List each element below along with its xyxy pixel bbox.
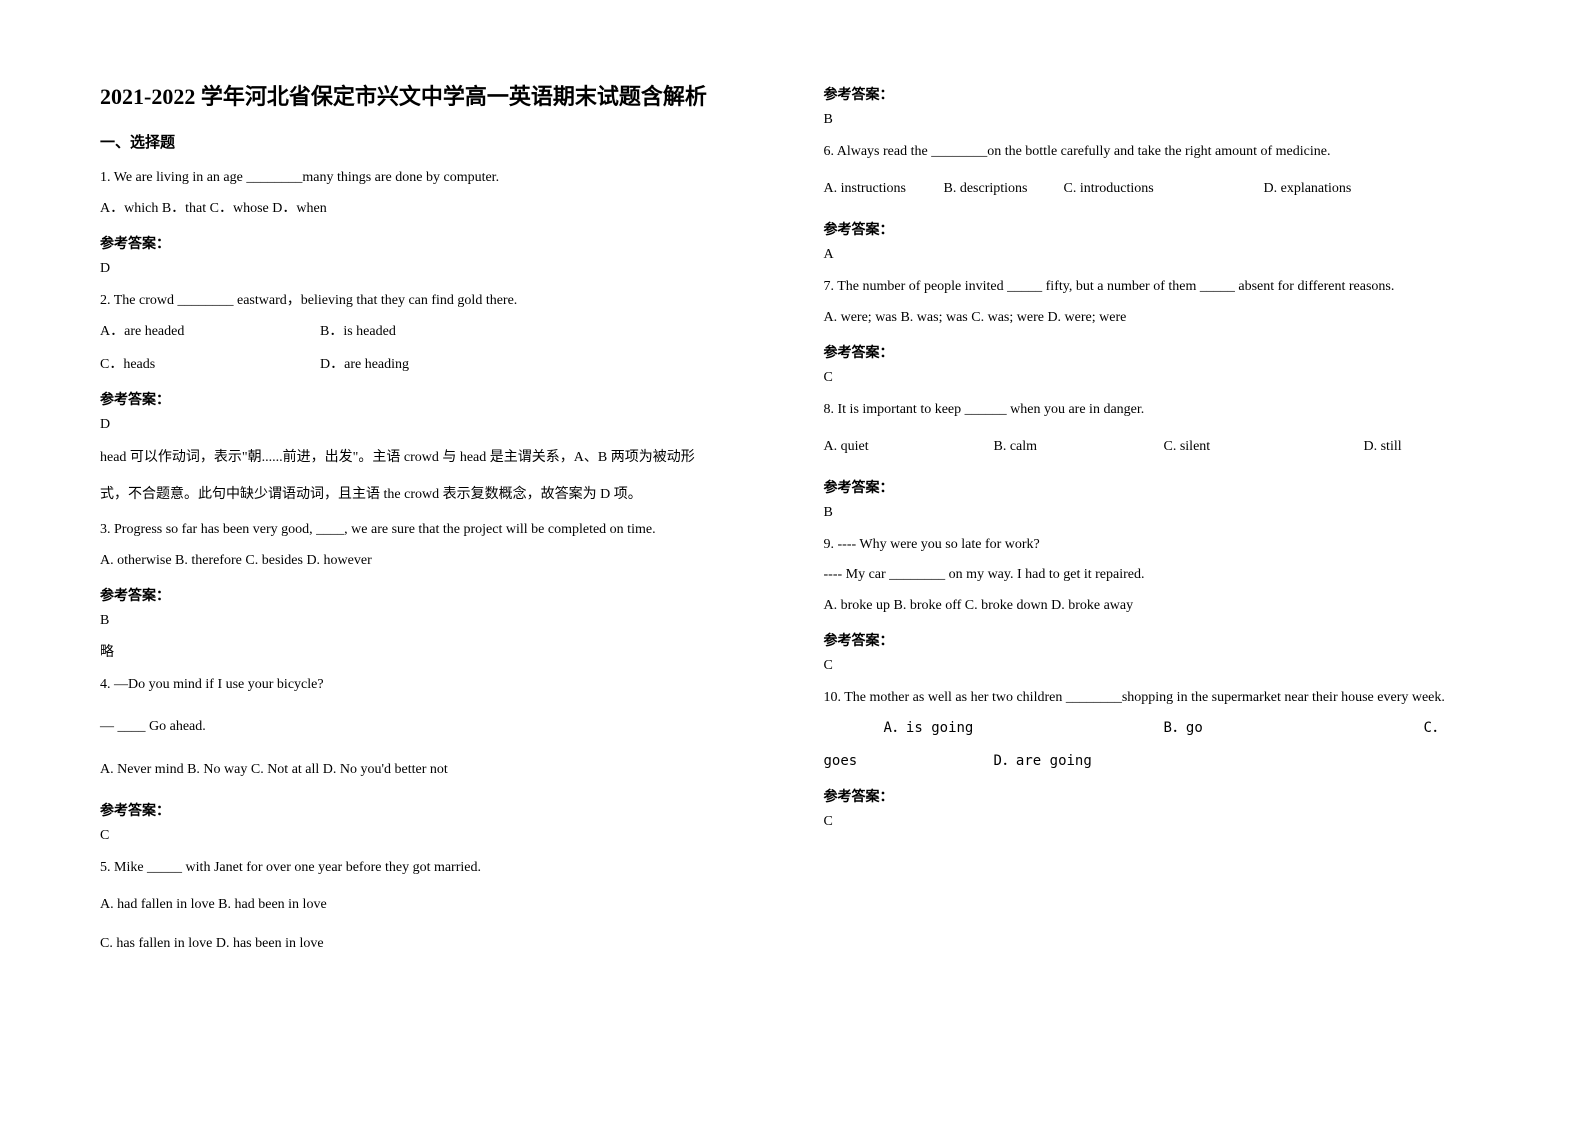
q10-options-row2: goes D．are going: [824, 749, 1488, 774]
q8-opt-a: A. quiet: [824, 434, 994, 459]
q9-text: 9. ---- Why were you so late for work?: [824, 533, 1488, 557]
answer-label: 参考答案：: [100, 233, 764, 253]
q2-options-row2: C．heads D．are heading: [100, 352, 764, 377]
q8-opt-b: B. calm: [994, 434, 1164, 459]
q10-answer: C: [824, 814, 1488, 830]
q7-options: A. were; was B. was; was C. was; were D.…: [824, 305, 1488, 330]
q6-answer: A: [824, 247, 1488, 263]
q3-note: 略: [100, 641, 764, 661]
document-title: 2021-2022 学年河北省保定市兴文中学高一英语期末试题含解析: [100, 80, 764, 113]
answer-label: 参考答案：: [100, 800, 764, 820]
q5-options2: C. has fallen in love D. has been in lov…: [100, 931, 764, 956]
answer-label: 参考答案：: [100, 389, 764, 409]
q5-text: 5. Mike _____ with Janet for over one ye…: [100, 856, 764, 880]
q6-text: 6. Always read the ________on the bottle…: [824, 140, 1488, 164]
q2-text: 2. The crowd ________ eastward，believing…: [100, 289, 764, 313]
q1-answer: D: [100, 261, 764, 277]
q10-opt-c: C．: [1424, 716, 1446, 741]
q8-opt-c: C. silent: [1164, 434, 1364, 459]
q4-text: 4. —Do you mind if I use your bicycle?: [100, 673, 764, 697]
q9-text2: ---- My car ________ on my way. I had to…: [824, 563, 1488, 587]
q8-answer: B: [824, 505, 1488, 521]
answer-label: 参考答案：: [824, 219, 1488, 239]
q6-opt-c: C. introductions: [1064, 176, 1264, 201]
answer-label: 参考答案：: [824, 84, 1488, 104]
q10-opt2-a: goes: [824, 749, 994, 774]
answer-label: 参考答案：: [100, 585, 764, 605]
q4-text2: — ____ Go ahead.: [100, 715, 764, 739]
q6-opt-d: D. explanations: [1264, 176, 1352, 201]
q6-opt-b: B. descriptions: [944, 176, 1064, 201]
q6-opt-a: A. instructions: [824, 176, 944, 201]
q10-opt2-b: D．are going: [994, 749, 1092, 774]
q8-opt-d: D. still: [1364, 434, 1402, 459]
q5-options1: A. had fallen in love B. had been in lov…: [100, 892, 764, 917]
q9-answer: C: [824, 658, 1488, 674]
q2-options-row1: A．are headed B．is headed: [100, 319, 764, 344]
section-heading: 一、选择题: [100, 131, 764, 152]
q2-opt-b: B．is headed: [320, 319, 396, 344]
q2-answer: D: [100, 417, 764, 433]
q2-explanation-1: head 可以作动词，表示"朝......前进，出发"。主语 crowd 与 h…: [100, 445, 764, 472]
q3-answer: B: [100, 613, 764, 629]
q5-answer: B: [824, 112, 1488, 128]
q4-options: A. Never mind B. No way C. Not at all D.…: [100, 757, 764, 782]
q2-opt-d: D．are heading: [320, 352, 409, 377]
q3-options: A. otherwise B. therefore C. besides D. …: [100, 548, 764, 573]
q10-opt-b: B．go: [1164, 716, 1424, 741]
answer-label: 参考答案：: [824, 477, 1488, 497]
answer-label: 参考答案：: [824, 342, 1488, 362]
q10-opt-a: A．is going: [884, 716, 1164, 741]
q4-answer: C: [100, 828, 764, 844]
q7-answer: C: [824, 370, 1488, 386]
q10-text: 10. The mother as well as her two childr…: [824, 686, 1488, 710]
q1-options: A．which B．that C．whose D．when: [100, 196, 764, 221]
q7-text: 7. The number of people invited _____ fi…: [824, 275, 1488, 299]
q3-text: 3. Progress so far has been very good, _…: [100, 518, 764, 542]
q2-explanation-2: 式，不合题意。此句中缺少谓语动词，且主语 the crowd 表示复数概念，故答…: [100, 482, 764, 509]
q8-text: 8. It is important to keep ______ when y…: [824, 398, 1488, 422]
q2-opt-c: C．heads: [100, 352, 320, 377]
q8-options: A. quiet B. calm C. silent D. still: [824, 434, 1488, 459]
q9-options: A. broke up B. broke off C. broke down D…: [824, 593, 1488, 618]
answer-label: 参考答案：: [824, 786, 1488, 806]
q2-opt-a: A．are headed: [100, 319, 320, 344]
left-column: 2021-2022 学年河北省保定市兴文中学高一英语期末试题含解析 一、选择题 …: [100, 80, 764, 1072]
q6-options: A. instructions B. descriptions C. intro…: [824, 176, 1488, 201]
q1-text: 1. We are living in an age ________many …: [100, 166, 764, 190]
right-column: 参考答案： B 6. Always read the ________on th…: [824, 80, 1488, 1072]
q10-options-row1: A．is going B．go C．: [824, 716, 1488, 741]
answer-label: 参考答案：: [824, 630, 1488, 650]
